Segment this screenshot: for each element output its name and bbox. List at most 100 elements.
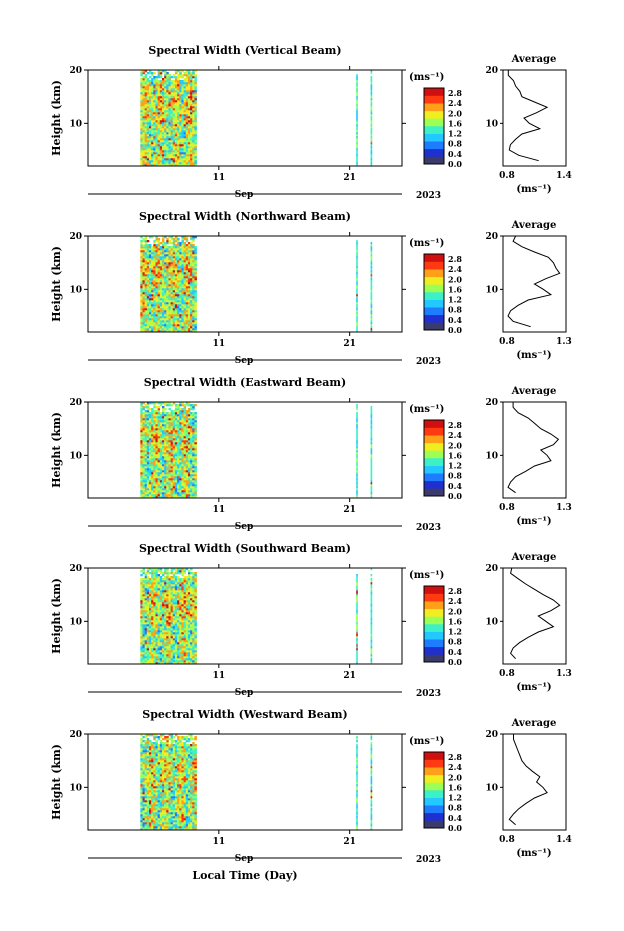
heatmap-cell — [148, 88, 152, 91]
heatmap-cell — [142, 148, 145, 151]
heatmap-cell — [166, 456, 169, 459]
heatmap-cell — [140, 616, 143, 619]
heatmap-cell — [164, 266, 167, 269]
heatmap-cell — [179, 158, 182, 161]
heatmap-cell — [159, 164, 163, 167]
heatmap-cell — [153, 150, 156, 153]
heatmap-cell — [146, 596, 150, 599]
heatmap-cell — [166, 442, 169, 445]
heatmap-cell — [174, 570, 178, 573]
heatmap-cell — [166, 304, 169, 307]
heatmap-cell — [168, 428, 171, 431]
heatmap-cell — [157, 328, 161, 331]
heatmap-cell — [187, 418, 191, 421]
heatmap-cell — [181, 436, 184, 439]
heatmap-cell — [146, 294, 150, 297]
heatmap-cell — [181, 238, 184, 241]
heatmap-cell — [166, 290, 169, 293]
heatmap-cell — [151, 494, 154, 497]
heatmap-cell — [155, 650, 158, 653]
heatmap-cell — [155, 454, 158, 457]
heatmap-cell — [155, 122, 158, 125]
heatmap-cell — [161, 316, 165, 319]
heatmap-cell — [159, 588, 163, 591]
heatmap-cell — [161, 662, 165, 665]
heatmap-cell — [144, 284, 148, 287]
heatmap-cell — [185, 484, 189, 487]
heatmap-cell — [177, 104, 180, 107]
heatmap-cell — [140, 600, 143, 603]
heatmap-cell — [153, 262, 156, 265]
heatmap-cell — [161, 262, 165, 265]
heatmap-cell — [190, 78, 193, 81]
heatmap-cell — [183, 646, 187, 649]
heatmap-cell — [161, 236, 165, 239]
heatmap-cell — [164, 638, 167, 641]
heatmap-cell — [148, 286, 152, 289]
heatmap-cell — [159, 286, 163, 289]
heatmap-cell — [194, 442, 197, 445]
heatmap-cell — [177, 648, 180, 651]
heatmap-cell — [194, 302, 197, 305]
heatmap-cell — [356, 456, 358, 459]
heatmap-cell — [183, 464, 187, 467]
heatmap-cell — [174, 610, 178, 613]
heatmap-cell — [146, 280, 150, 283]
heatmap-cell — [146, 114, 150, 117]
heatmap-cell — [170, 648, 174, 651]
heatmap-cell — [185, 438, 189, 441]
heatmap-cell — [142, 290, 145, 293]
heatmap-cell — [161, 86, 165, 89]
heatmap-cell — [183, 236, 187, 239]
heatmap-cell — [177, 270, 180, 273]
heatmap-cell — [142, 116, 145, 119]
heatmap-cell — [155, 426, 158, 429]
heatmap-cell — [181, 126, 184, 129]
heatmap-cell — [192, 144, 195, 147]
heatmap-cell — [140, 630, 143, 633]
heatmap-cell — [190, 114, 193, 117]
heatmap-cell — [166, 120, 169, 123]
heatmap-cell — [166, 248, 169, 251]
heatmap-cell — [174, 636, 178, 639]
heatmap-cell — [155, 134, 158, 137]
heatmap-cell — [174, 478, 178, 481]
heatmap-cell — [144, 648, 148, 651]
heatmap-cell — [194, 142, 197, 145]
heatmap-cell — [161, 656, 165, 659]
heatmap-cell — [164, 162, 167, 165]
heatmap-cell — [155, 160, 158, 163]
heatmap-cell — [140, 262, 143, 265]
heatmap-cell — [181, 304, 184, 307]
heatmap-cell — [181, 154, 184, 157]
heatmap-cell — [166, 570, 169, 573]
heatmap-cell — [179, 274, 182, 277]
heatmap-cell — [183, 264, 187, 267]
heatmap-cell — [164, 414, 167, 417]
heatmap-cell — [194, 324, 197, 327]
heatmap-cell — [168, 644, 171, 647]
heatmap-cell — [144, 236, 148, 239]
heatmap-cell — [146, 620, 150, 623]
heatmap-cell — [161, 304, 165, 307]
heatmap-cell — [159, 444, 163, 447]
heatmap-cell — [185, 250, 189, 253]
heatmap-cell — [151, 150, 154, 153]
heatmap-cell — [151, 576, 154, 579]
heatmap-cell — [148, 620, 152, 623]
heatmap-cell — [172, 74, 176, 77]
heatmap-cell — [194, 114, 197, 117]
heatmap-cell — [190, 262, 193, 265]
heatmap-cell — [161, 312, 165, 315]
heatmap-cell — [356, 132, 358, 135]
heatmap-cell — [370, 490, 373, 493]
heatmap-cell — [187, 296, 191, 299]
heatmap-cell — [194, 306, 197, 309]
heatmap-cell — [164, 646, 167, 649]
heatmap-cell — [192, 84, 195, 87]
heatmap-cell — [166, 108, 169, 111]
heatmap-cell — [187, 470, 191, 473]
heatmap-cell — [177, 128, 180, 131]
heatmap-cell — [159, 250, 163, 253]
heatmap-cell — [155, 570, 158, 573]
